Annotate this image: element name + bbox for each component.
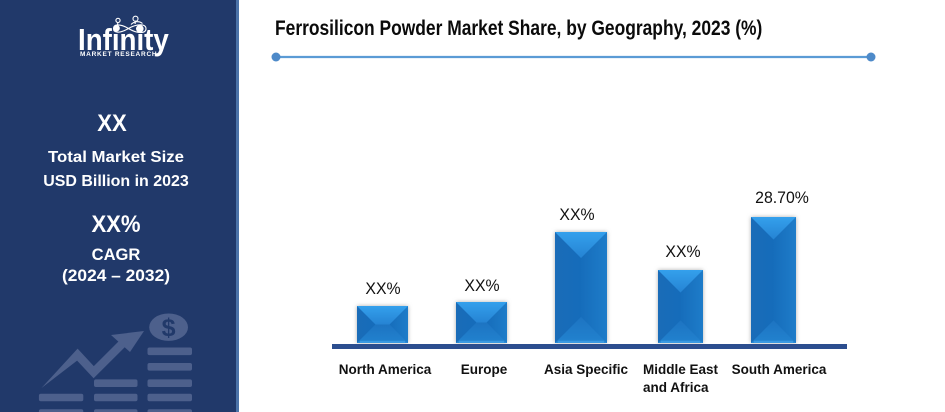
svg-text:$: $ [162, 314, 176, 342]
